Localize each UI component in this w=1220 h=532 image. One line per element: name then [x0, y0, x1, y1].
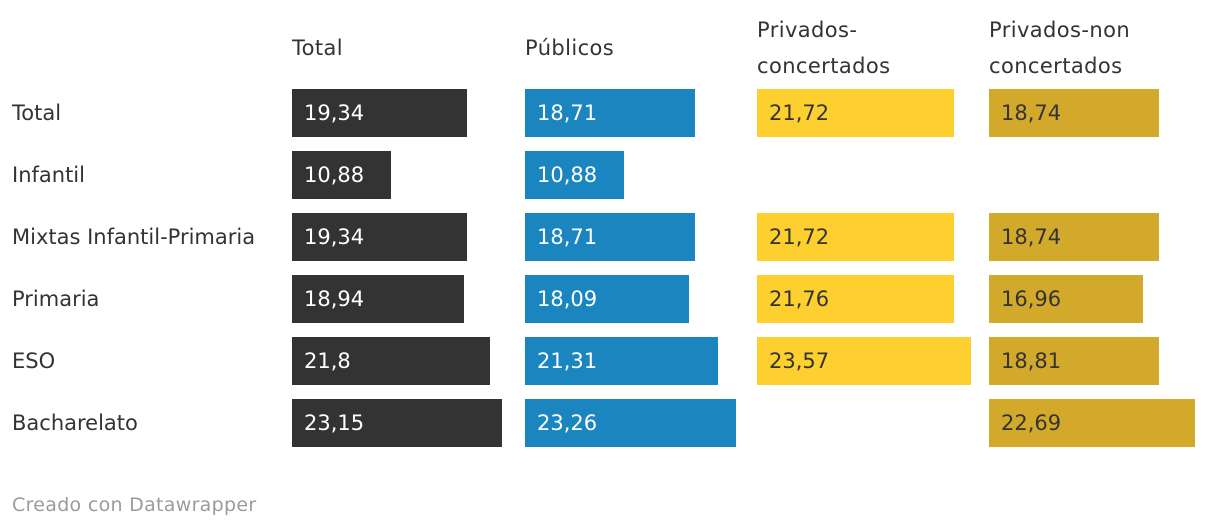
bar-privados-concertados-total: 21,72	[757, 89, 954, 137]
bar-publicos-infantil: 10,88	[525, 151, 624, 199]
column-header-privados-non-concertados: Privados-non concertados	[989, 18, 1131, 78]
row-label-eso: ESO	[12, 349, 56, 373]
bar-publicos-eso: 21,31	[525, 337, 718, 385]
bar-privados-concertados-eso: 23,57	[757, 337, 971, 385]
bar-total-infantil: 10,88	[292, 151, 391, 199]
bar-publicos-primaria: 18,09	[525, 275, 689, 323]
column-header-publicos: Públicos	[525, 36, 615, 60]
bar-total-eso: 21,8	[292, 337, 490, 385]
row-label-primaria: Primaria	[12, 287, 100, 311]
bar-total-primaria: 18,94	[292, 275, 464, 323]
bar-privados-non-concertados-eso: 18,81	[989, 337, 1159, 385]
bar-privados-concertados-mixtas-infantil-primaria: 21,72	[757, 213, 954, 261]
bar-publicos-bacharelato: 23,26	[525, 399, 736, 447]
bar-privados-non-concertados-total: 18,74	[989, 89, 1159, 137]
bar-privados-non-concertados-primaria: 16,96	[989, 275, 1143, 323]
bar-publicos-mixtas-infantil-primaria: 18,71	[525, 213, 695, 261]
row-label-infantil: Infantil	[12, 163, 85, 187]
datawrapper-credit-link[interactable]: Creado con Datawrapper	[12, 494, 257, 516]
bar-privados-non-concertados-mixtas-infantil-primaria: 18,74	[989, 213, 1159, 261]
bar-publicos-total: 18,71	[525, 89, 695, 137]
bar-privados-non-concertados-bacharelato: 22,69	[989, 399, 1195, 447]
bar-total-total: 19,34	[292, 89, 467, 137]
bar-privados-concertados-primaria: 21,76	[757, 275, 954, 323]
row-label-mixtas-infantil-primaria: Mixtas Infantil-Primaria	[12, 225, 256, 249]
row-label-total: Total	[12, 101, 62, 125]
column-header-privados-concertados: Privados-concertados	[757, 18, 891, 78]
bar-total-bacharelato: 23,15	[292, 399, 502, 447]
row-label-bacharelato: Bacharelato	[12, 411, 138, 435]
bar-total-mixtas-infantil-primaria: 19,34	[292, 213, 467, 261]
column-header-total: Total	[292, 36, 344, 60]
